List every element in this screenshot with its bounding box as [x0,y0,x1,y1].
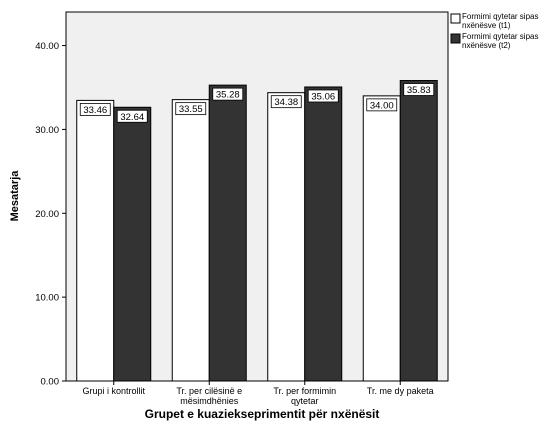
x-axis-title: Grupet e kuaziekseprimentit për nxënësit [145,407,380,421]
legend-label: Formimi qytetar sipas nxënësve (t1) [462,12,538,30]
y-tick-label: 30.00 [35,125,59,136]
legend-label: Formimi qytetar sipas nxënësve (t2) [462,32,538,50]
data-label: 33.55 [175,102,207,116]
x-axis: Grupi i kontrollit Tr. per cilësinë e mësi… [82,381,434,406]
bar-t2 [399,80,438,382]
y-axis-title: Mesatarja [9,170,21,222]
data-label: 35.28 [212,87,244,101]
data-label: 35.06 [307,89,339,103]
bar-t1 [171,99,210,382]
data-label-box [79,102,111,116]
data-label-text: 34.38 [274,97,298,108]
data-label: 32.64 [116,109,148,123]
value-labels: 33.46 32.64 33.55 35.28 34.38 35.06 34.00 35.83 [79,83,435,123]
legend-swatch [450,33,461,44]
legend: Formimi qytetar sipas nxënësve (t1) Formim… [450,12,538,50]
data-label-box [403,83,435,96]
data-label-text: 35.28 [216,90,240,101]
y-axis: 0.00 10.00 20.00 30.00 40.00 [35,41,66,388]
x-tick-label: Tr. me dy paketa [367,386,434,396]
data-label-text: 32.64 [120,112,144,123]
data-label-text: 33.55 [179,104,203,115]
x-tick-label: Tr. per formimin qytetar [273,386,336,406]
y-tick-label: 20.00 [35,209,59,220]
bar-t2 [113,106,152,382]
y-tick-label: 0.00 [41,377,60,388]
legend-item-t2: Formimi qytetar sipas nxënësve (t2) [450,32,538,50]
bar-t2 [304,86,343,382]
y-tick-label: 40.00 [35,41,59,52]
data-label: 34.38 [270,95,302,109]
data-label-box [366,98,398,112]
data-label: 34.00 [366,98,398,112]
data-label-box [212,87,244,101]
data-label-text: 34.00 [370,100,394,111]
bars [76,80,438,382]
legend-item-t1: Formimi qytetar sipas nxënësve (t1) [450,12,538,30]
x-tick-label: Tr. per cilësinë e mësimdhënies [176,386,242,406]
data-label: 35.83 [403,83,435,96]
bar-t2 [208,84,247,382]
bar-t1 [76,99,115,382]
data-label-text: 35.83 [407,85,431,96]
data-label-text: 33.46 [83,105,107,116]
data-label-box [175,102,207,116]
bar-t1 [362,95,401,382]
data-label-box [116,109,148,123]
data-label-box [307,89,339,103]
data-label-box [270,95,302,109]
x-tick-label: Grupi i kontrollit [82,386,145,396]
bar-t1 [267,92,306,382]
data-label-text: 35.06 [311,91,335,102]
y-tick-label: 10.00 [35,293,59,304]
data-label: 33.46 [79,102,111,116]
legend-swatch [450,13,461,24]
